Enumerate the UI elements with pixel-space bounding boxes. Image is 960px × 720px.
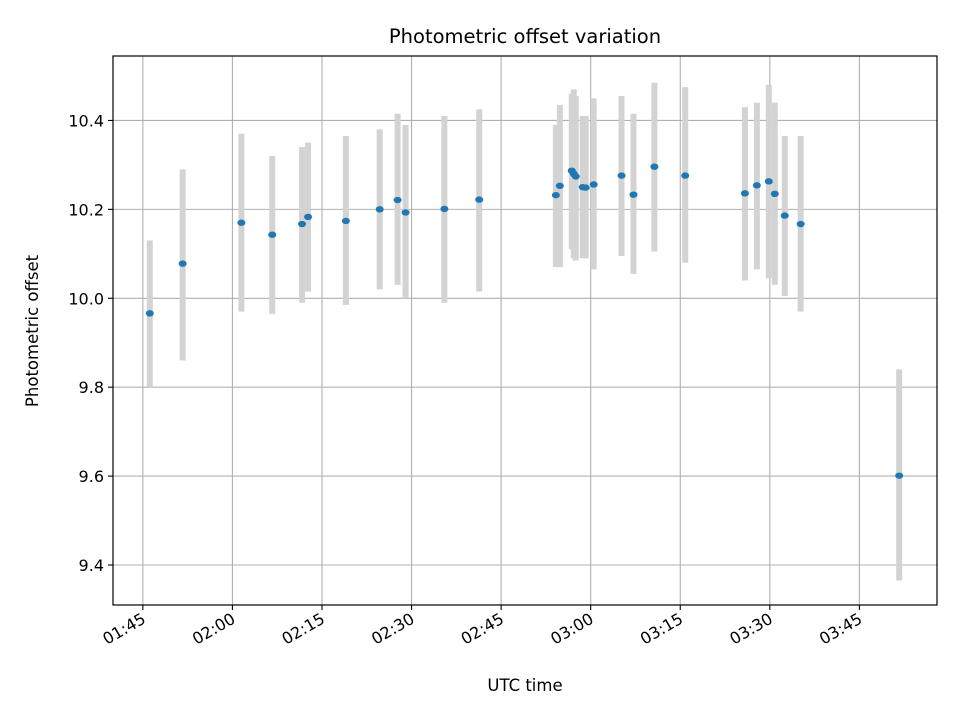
y-tick-label: 10.2 bbox=[68, 200, 104, 219]
data-point bbox=[475, 196, 484, 203]
y-axis-label: Photometric offset bbox=[23, 254, 42, 407]
data-point bbox=[617, 172, 626, 179]
data-point bbox=[375, 206, 384, 213]
data-point bbox=[650, 163, 659, 170]
data-point bbox=[589, 181, 598, 188]
data-point bbox=[740, 190, 749, 197]
data-point bbox=[551, 191, 560, 199]
data-point bbox=[770, 190, 779, 198]
data-point bbox=[681, 172, 690, 179]
y-tick-label: 10.0 bbox=[68, 289, 104, 308]
y-tick-label: 9.8 bbox=[79, 378, 104, 397]
data-point bbox=[764, 178, 773, 185]
data-point bbox=[237, 219, 246, 226]
data-point bbox=[780, 212, 789, 219]
data-point bbox=[341, 217, 350, 225]
x-axis-label: UTC time bbox=[487, 676, 562, 695]
data-point bbox=[571, 173, 580, 180]
data-point bbox=[440, 205, 449, 213]
data-points bbox=[145, 163, 904, 479]
chart-title: Photometric offset variation bbox=[389, 25, 661, 48]
data-point bbox=[555, 182, 564, 190]
y-axis-ticks: 9.4 9.6 9.8 10.0 10.2 10.4 bbox=[68, 111, 113, 575]
y-tick-label: 10.4 bbox=[68, 111, 104, 130]
y-tick-label: 9.6 bbox=[79, 467, 104, 486]
data-point bbox=[178, 260, 187, 267]
data-point bbox=[393, 196, 402, 204]
data-point bbox=[752, 182, 761, 189]
data-point bbox=[401, 209, 410, 216]
data-point bbox=[796, 220, 805, 228]
y-tick-label: 9.4 bbox=[79, 556, 104, 575]
data-point bbox=[268, 231, 277, 238]
data-point bbox=[581, 184, 590, 191]
data-point bbox=[895, 472, 904, 479]
data-point bbox=[629, 191, 638, 198]
data-point bbox=[298, 220, 307, 228]
data-point bbox=[145, 310, 154, 317]
data-point bbox=[304, 213, 313, 221]
plot-frame bbox=[112, 55, 938, 606]
